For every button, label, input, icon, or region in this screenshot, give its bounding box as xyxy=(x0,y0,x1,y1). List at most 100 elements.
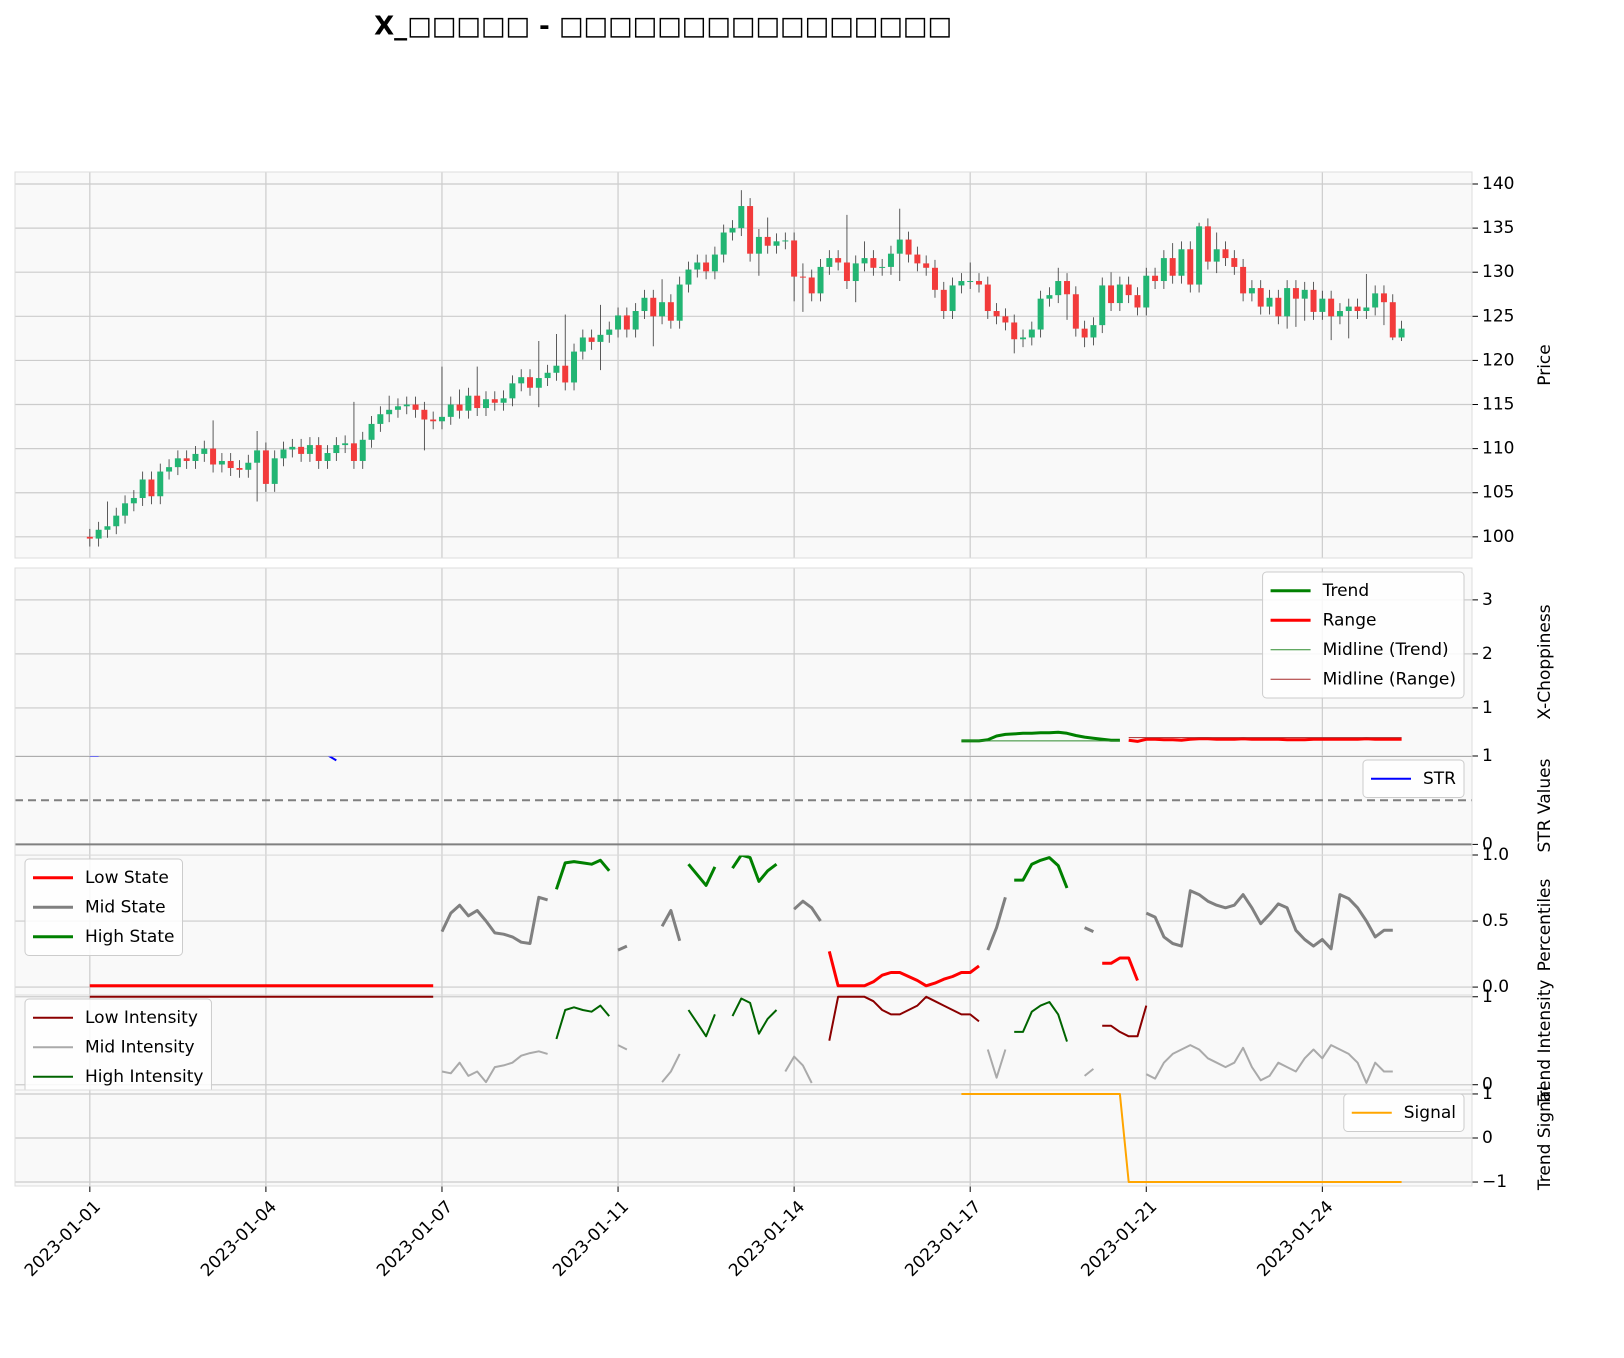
x-tick-label: 2023-01-14 xyxy=(725,1197,809,1281)
candle-body xyxy=(500,398,507,403)
candle-body xyxy=(342,443,349,446)
candle-body xyxy=(1328,298,1335,317)
legend-label: STR xyxy=(1423,769,1456,789)
candle-body xyxy=(447,404,454,417)
y-tick-label: 2 xyxy=(1482,644,1493,664)
legend-label: Midline (Trend) xyxy=(1323,640,1449,660)
candle-body xyxy=(562,365,569,383)
candle-body xyxy=(887,253,894,267)
y-tick-label: 0 xyxy=(1482,1075,1493,1095)
x-tick-label: 2023-01-11 xyxy=(549,1197,633,1281)
candle-body xyxy=(227,460,234,469)
legend-box xyxy=(24,858,183,956)
candle-body xyxy=(298,446,305,454)
candle-body xyxy=(1178,249,1185,276)
x-tick-label: 2023-01-17 xyxy=(901,1197,985,1281)
candle-body xyxy=(905,239,912,255)
candle-body xyxy=(289,446,296,450)
legend-label: Signal xyxy=(1404,1103,1456,1123)
candle-body xyxy=(456,404,463,411)
legend: Trend Range Midline (Trend) Midline (Range) xyxy=(1262,571,1465,699)
y-tick-label: 0 xyxy=(1482,834,1493,854)
candle-body xyxy=(333,445,340,454)
candle-body xyxy=(764,236,771,246)
candle-body xyxy=(421,409,428,420)
candle-body xyxy=(641,297,648,312)
candle-body xyxy=(1372,293,1379,308)
legend-label: Trend xyxy=(1322,581,1370,601)
candle-body xyxy=(1389,302,1396,338)
candle-body xyxy=(940,289,947,312)
candle-body xyxy=(1125,284,1132,296)
legend-label: High State xyxy=(85,927,174,947)
candle-body xyxy=(1196,226,1203,285)
candle-body xyxy=(1160,258,1167,282)
y-tick-label: 1 xyxy=(1482,987,1493,1007)
candle-body xyxy=(1275,297,1282,317)
candle-body xyxy=(720,232,727,255)
candle-body xyxy=(703,262,710,272)
candle-body xyxy=(1240,266,1247,294)
candle-body xyxy=(403,404,410,407)
candle-body xyxy=(386,409,393,415)
candle-body xyxy=(553,365,560,373)
candle-body xyxy=(1284,288,1291,317)
candle-body xyxy=(923,263,930,268)
candle-body xyxy=(394,406,401,410)
candle-body xyxy=(245,462,252,470)
legend-label: Range xyxy=(1323,610,1377,630)
candle-body xyxy=(1152,275,1159,282)
panel-background xyxy=(15,568,1472,756)
candle-body xyxy=(1134,295,1141,308)
panel-plot xyxy=(15,995,1472,1090)
x-tick-label: 2023-01-04 xyxy=(197,1197,281,1281)
y-axis-label: Percentiles xyxy=(1535,878,1555,971)
candle-body xyxy=(879,266,886,268)
candle-body xyxy=(1319,298,1326,312)
candle-body xyxy=(738,206,745,229)
candle-body xyxy=(86,536,93,539)
candle-body xyxy=(632,311,639,330)
candle-body xyxy=(359,439,366,461)
legend-label: Mid State xyxy=(85,897,166,917)
candle-body xyxy=(1055,281,1062,296)
candle-body xyxy=(1116,284,1123,304)
candle-body xyxy=(914,254,921,264)
panel-frame xyxy=(14,171,1473,559)
candle-body xyxy=(1028,329,1035,338)
candle-body xyxy=(984,284,991,312)
candle-body xyxy=(1002,316,1009,323)
y-tick-label: 120 xyxy=(1482,350,1514,370)
y-tick-label: 115 xyxy=(1482,395,1514,415)
y-tick-label: 135 xyxy=(1482,218,1514,238)
candle-body xyxy=(1222,249,1229,259)
candle-body xyxy=(1345,306,1352,312)
candle-body xyxy=(174,458,181,468)
candle-body xyxy=(1020,337,1027,340)
y-tick-label: −1 xyxy=(1482,1172,1507,1192)
candle-body xyxy=(606,329,613,335)
candle-body xyxy=(1380,293,1387,303)
y-tick-label: 1 xyxy=(1482,1084,1493,1104)
candle-body xyxy=(1248,288,1255,294)
candle-body xyxy=(518,377,525,384)
candle-body xyxy=(896,239,903,254)
y-tick-label: 100 xyxy=(1482,527,1514,547)
legend-box xyxy=(1343,1093,1465,1132)
candle-body xyxy=(148,479,155,497)
candle-body xyxy=(465,395,472,411)
candle-body xyxy=(166,467,173,472)
series-line xyxy=(89,756,337,762)
candle-body xyxy=(931,267,938,290)
candle-body xyxy=(685,269,692,285)
candle-body xyxy=(1037,298,1044,330)
y-tick-label: 1 xyxy=(1482,698,1493,718)
candle-body xyxy=(377,414,384,424)
figure-title: X_□□□□□ - □□□□□□□□□□□□□□□□ xyxy=(374,12,952,42)
candle-body xyxy=(861,258,868,264)
candle-body xyxy=(1231,258,1238,267)
candle-body xyxy=(1363,307,1370,312)
candle-body xyxy=(113,515,120,527)
candle-body xyxy=(676,284,683,321)
candle-body xyxy=(826,258,833,267)
